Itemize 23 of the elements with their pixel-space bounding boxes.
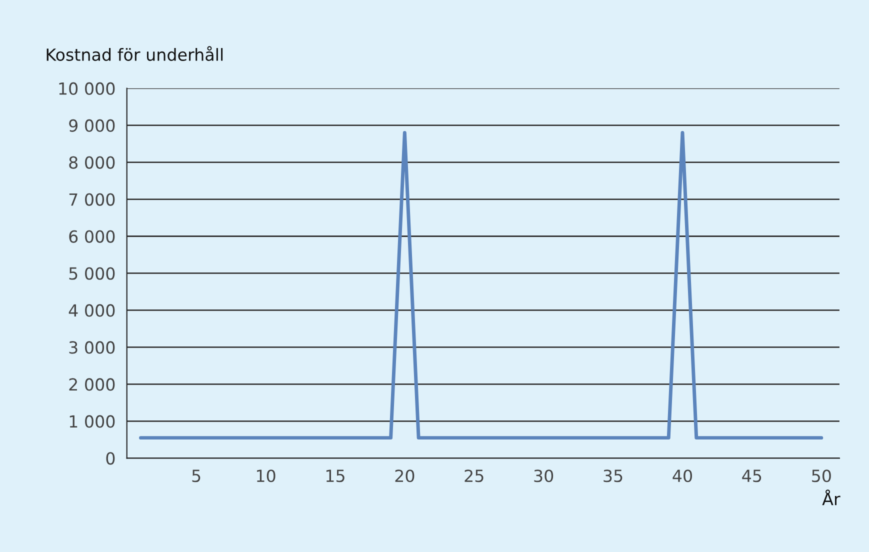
- x-tick-label: 45: [742, 470, 762, 482]
- x-tick-label: 10: [257, 470, 276, 482]
- x-tick-label: 30: [534, 470, 554, 482]
- y-tick-label: 7 000: [69, 193, 115, 206]
- y-axis-title: Kostnad för underhåll: [46, 46, 223, 61]
- x-tick-label: 20: [395, 470, 414, 482]
- y-tick-label: 5 000: [69, 267, 115, 280]
- y-tick-label: 1 000: [70, 415, 115, 428]
- y-tick-label: 6 000: [69, 230, 115, 243]
- x-tick-label: 25: [464, 470, 484, 482]
- y-tick-label: 10 000: [59, 82, 115, 95]
- x-tick-label: 50: [812, 470, 831, 482]
- y-tick-label: 8 000: [69, 156, 115, 169]
- y-tick-label: 2 000: [69, 378, 115, 391]
- x-tick-label: 40: [672, 470, 692, 482]
- y-tick-label: 4 000: [68, 304, 115, 317]
- x-tick-label: 5: [192, 470, 200, 482]
- y-tick-label: 0: [106, 452, 115, 465]
- x-axis-title: År: [822, 490, 840, 506]
- y-tick-label: 9 000: [69, 119, 115, 132]
- x-tick-label: 35: [604, 470, 622, 482]
- x-tick-label: 15: [326, 470, 344, 482]
- y-tick-label: 3 000: [69, 341, 115, 354]
